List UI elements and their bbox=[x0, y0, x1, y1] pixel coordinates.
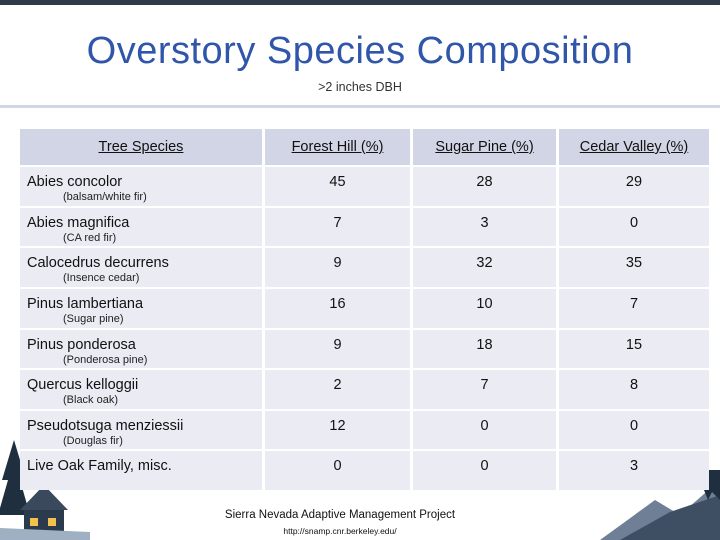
table-row: Abies magnifica (CA red fir) 7 3 0 bbox=[20, 207, 709, 247]
forest-hill-value: 9 bbox=[265, 248, 413, 287]
scientific-name: Pinus lambertiana bbox=[27, 295, 144, 312]
header-forest-hill: Forest Hill (%) bbox=[265, 129, 413, 165]
scientific-name: Abies magnifica bbox=[27, 214, 130, 231]
forest-hill-value: 45 bbox=[265, 167, 413, 206]
cabin-roof-icon bbox=[20, 485, 68, 510]
forest-hill-value: 9 bbox=[265, 329, 413, 369]
title-area bbox=[0, 5, 720, 108]
table-row: Pseudotsuga menziessii (Douglas fir) 12 … bbox=[20, 410, 709, 450]
header-sugar-pine: Sugar Pine (%) bbox=[413, 129, 559, 165]
cedar-valley-value: 29 bbox=[559, 167, 709, 206]
scientific-name: Pinus ponderosa bbox=[27, 336, 136, 353]
window-icon bbox=[30, 518, 38, 526]
cabin-trees-illustration bbox=[0, 440, 90, 540]
sugar-pine-value: 0 bbox=[413, 451, 559, 490]
table-row: Calocedrus decurrens (Insence cedar) 9 3… bbox=[20, 248, 709, 287]
species-cell: Pinus ponderosa (Ponderosa pine) bbox=[20, 329, 265, 369]
mountain-icon bbox=[620, 495, 720, 540]
cedar-valley-value: 0 bbox=[559, 207, 709, 247]
species-cell: Abies concolor (balsam/white fir) bbox=[20, 167, 265, 206]
species-cell: Abies magnifica (CA red fir) bbox=[20, 207, 265, 247]
common-name: (Insence cedar) bbox=[63, 272, 140, 285]
species-table: Tree Species Forest Hill (%) Sugar Pine … bbox=[20, 127, 709, 492]
sugar-pine-value: 3 bbox=[413, 207, 559, 247]
common-name: (Douglas fir) bbox=[63, 434, 123, 447]
cedar-valley-value: 7 bbox=[559, 288, 709, 328]
slide-subtitle: >2 inches DBH bbox=[318, 80, 402, 94]
forest-hill-value: 7 bbox=[265, 207, 413, 247]
table-header-row: Tree Species Forest Hill (%) Sugar Pine … bbox=[20, 129, 709, 165]
sugar-pine-value: 10 bbox=[413, 288, 559, 328]
common-name: (Black oak) bbox=[63, 394, 119, 407]
scientific-name: Quercus kelloggii bbox=[27, 377, 139, 394]
footer-url[interactable]: http://snamp.cnr.berkeley.edu/ bbox=[283, 526, 397, 536]
table-row: Pinus ponderosa (Ponderosa pine) 9 18 15 bbox=[20, 329, 709, 369]
scientific-name: Live Oak Family, misc. bbox=[27, 458, 172, 475]
cedar-valley-value: 3 bbox=[559, 451, 709, 490]
species-cell: Pinus lambertiana (Sugar pine) bbox=[20, 288, 265, 328]
sugar-pine-value: 7 bbox=[413, 370, 559, 409]
species-cell: Pseudotsuga menziessii (Douglas fir) bbox=[20, 410, 265, 450]
forest-hill-value: 2 bbox=[265, 370, 413, 409]
table-row: Quercus kelloggii (Black oak) 2 7 8 bbox=[20, 370, 709, 409]
common-name: (Ponderosa pine) bbox=[63, 353, 148, 366]
common-name: (balsam/white fir) bbox=[63, 191, 147, 203]
sugar-pine-value: 32 bbox=[413, 248, 559, 287]
slide-title: Overstory Species Composition bbox=[86, 30, 634, 72]
table-row: Abies concolor (balsam/white fir) 45 28 … bbox=[20, 167, 709, 206]
scientific-name: Pseudotsuga menziessii bbox=[27, 417, 184, 434]
cedar-valley-value: 35 bbox=[559, 248, 709, 287]
species-cell: Live Oak Family, misc. bbox=[20, 451, 265, 490]
forest-hill-value: 16 bbox=[265, 288, 413, 328]
species-cell: Calocedrus decurrens (Insence cedar) bbox=[20, 248, 265, 287]
cedar-valley-value: 0 bbox=[559, 410, 709, 450]
table-row: Pinus lambertiana (Sugar pine) 16 10 7 bbox=[20, 288, 709, 328]
species-cell: Quercus kelloggii (Black oak) bbox=[20, 370, 265, 409]
common-name: (CA red fir) bbox=[63, 231, 117, 244]
scientific-name: Calocedrus decurrens bbox=[27, 255, 169, 272]
cedar-valley-value: 8 bbox=[559, 370, 709, 409]
footer-project-name: Sierra Nevada Adaptive Management Projec… bbox=[224, 509, 456, 521]
header-tree-species: Tree Species bbox=[20, 129, 265, 165]
common-name: (Sugar pine) bbox=[63, 312, 124, 325]
window-icon bbox=[48, 518, 56, 526]
pine-tree-icon bbox=[0, 440, 30, 515]
forest-hill-value: 0 bbox=[265, 451, 413, 490]
top-bar bbox=[0, 0, 720, 5]
forest-hill-value: 12 bbox=[265, 410, 413, 450]
sugar-pine-value: 28 bbox=[413, 167, 559, 206]
table-row: Live Oak Family, misc. 0 0 3 bbox=[20, 451, 709, 490]
scientific-name: Abies concolor bbox=[27, 174, 123, 190]
ground-icon bbox=[0, 528, 90, 540]
sugar-pine-value: 0 bbox=[413, 410, 559, 450]
header-cedar-valley: Cedar Valley (%) bbox=[559, 129, 709, 165]
cedar-valley-value: 15 bbox=[559, 329, 709, 369]
sugar-pine-value: 18 bbox=[413, 329, 559, 369]
